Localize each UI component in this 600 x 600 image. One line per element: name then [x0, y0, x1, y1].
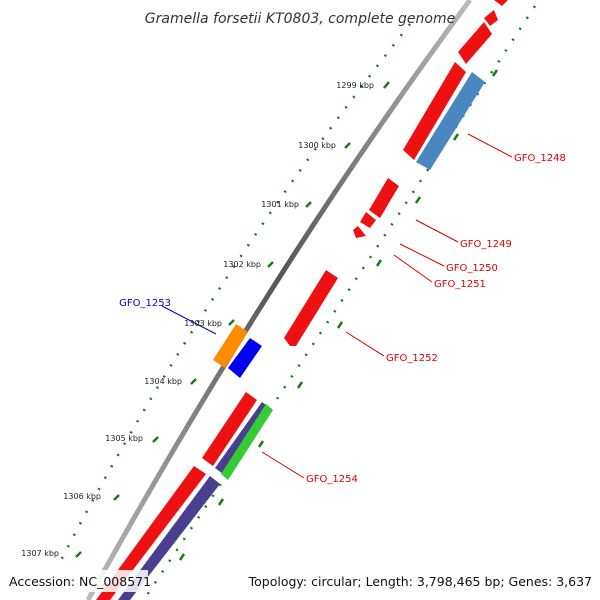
kbp-label-1300: 1300 kbp — [298, 141, 336, 150]
accession-text: Accession: NC_008571 — [9, 574, 151, 589]
gene-arrow-top-2[interactable] — [484, 10, 498, 26]
gene-label-gfo-1254[interactable]: GFO_1254 — [306, 474, 358, 485]
kbp-label-1302: 1302 kbp — [223, 260, 261, 269]
gene-label-gfo-1250[interactable]: GFO_1250 — [446, 263, 498, 274]
gene-label-gfo-1248[interactable]: GFO_1248 — [514, 153, 566, 164]
outer-major-ticks — [75, 81, 390, 558]
kbp-label-1305: 1305 kbp — [105, 434, 143, 443]
gene-label-gfo-1253[interactable]: GFO_1253 — [119, 298, 171, 309]
leader-line-gfo-1253 — [161, 305, 217, 335]
gene-gfo-1251[interactable] — [353, 226, 366, 238]
gene-red-bottom[interactable] — [96, 466, 206, 600]
gene-gfo-1253-blue[interactable] — [228, 338, 262, 378]
kbp-label-1301: 1301 kbp — [261, 200, 299, 209]
outer-scale-track — [56, 23, 411, 567]
gene-label-gfo-1252[interactable]: GFO_1252 — [386, 353, 438, 364]
gene-gfo-1248[interactable] — [416, 72, 485, 170]
gene-gfo-1250[interactable] — [360, 212, 376, 228]
gene-gfo-1254[interactable] — [221, 404, 273, 480]
gene-arrow-top-3[interactable] — [458, 22, 492, 64]
gene-gfo-1248-red[interactable] — [403, 62, 466, 160]
kbp-label-1303: 1303 kbp — [184, 319, 222, 328]
gene-arrow-top-1[interactable] — [494, 0, 508, 6]
gene-gfo-1252[interactable] — [284, 270, 338, 346]
kbp-label-1306: 1306 kbp — [63, 492, 101, 501]
inner-major-ticks — [178, 69, 499, 561]
kbp-label-1307: 1307 kbp — [21, 549, 59, 558]
genome-summary-text: Topology: circular; Length: 3,798,465 bp… — [248, 574, 592, 589]
genome-backbone — [85, 0, 473, 600]
gene-gfo-1253[interactable] — [213, 324, 248, 368]
gene-red-1254a[interactable] — [202, 392, 257, 466]
kbp-label-1299: 1299 kbp — [336, 81, 374, 90]
gene-gfo-1249[interactable] — [369, 178, 399, 218]
map-title: Gramella forsetii KT0803, complete genom… — [145, 11, 455, 27]
accession-backdrop — [6, 570, 148, 592]
leader-lines — [261, 133, 513, 479]
gene-navy-bottom[interactable] — [118, 476, 220, 600]
kbp-label-1304: 1304 kbp — [144, 377, 182, 386]
gene-label-gfo-1249[interactable]: GFO_1249 — [460, 239, 512, 250]
gene-label-gfo-1251[interactable]: GFO_1251 — [434, 279, 486, 290]
gene-features — [96, 0, 508, 600]
